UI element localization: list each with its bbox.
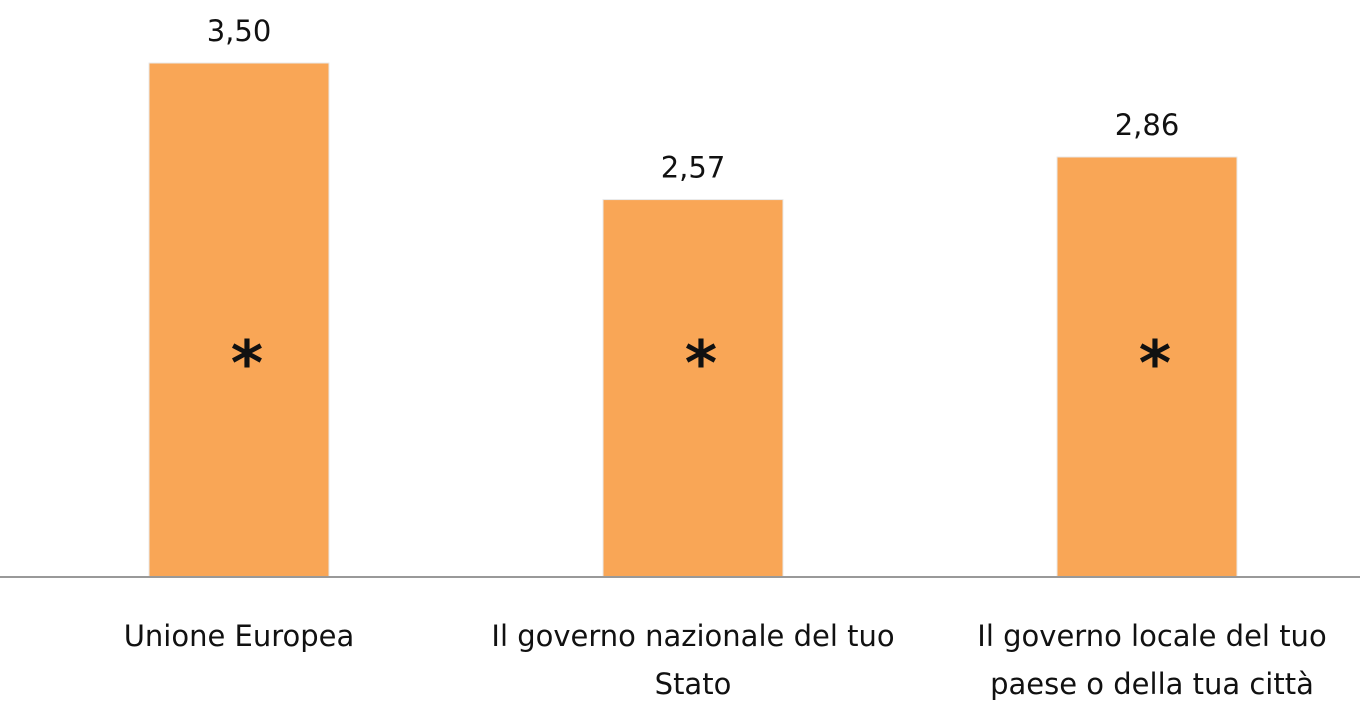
value-label: 2,57 (661, 151, 726, 185)
annotation: * (685, 327, 717, 400)
bar (1056, 156, 1238, 578)
bar (602, 199, 784, 578)
bar (148, 62, 330, 578)
annotation: * (231, 327, 263, 400)
x-tick-label: Unione Europea (123, 619, 355, 653)
x-tick-label: Il governo nazionale del tuo Stato (491, 619, 895, 701)
value-label: 3,50 (207, 14, 272, 48)
x-tick-label: Il governo locale del tuo paese o della … (977, 619, 1327, 701)
annotation: * (1139, 327, 1171, 400)
value-label: 2,86 (1115, 108, 1180, 142)
